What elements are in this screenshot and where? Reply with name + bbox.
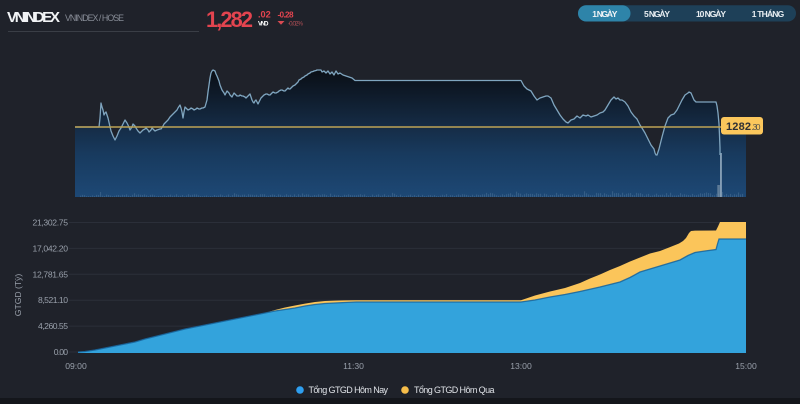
svg-text:5 NGÀY: 5 NGÀY <box>644 9 670 19</box>
svg-text:VNINDEX / HOSE: VNINDEX / HOSE <box>65 13 124 23</box>
svg-text:0.00: 0.00 <box>54 347 68 357</box>
svg-text:21,302.75: 21,302.75 <box>33 218 69 228</box>
svg-text:-0.28: -0.28 <box>278 11 294 20</box>
svg-text:GTGD (Tỳ): GTGD (Tỳ) <box>13 274 23 317</box>
svg-text:09:00: 09:00 <box>65 361 87 371</box>
svg-text:13:00: 13:00 <box>510 361 532 371</box>
svg-text:VNINDEX: VNINDEX <box>7 9 60 26</box>
svg-text:10 NGÀY: 10 NGÀY <box>696 9 726 19</box>
svg-text:8,521.10: 8,521.10 <box>38 295 68 305</box>
svg-text:11:30: 11:30 <box>343 361 364 371</box>
svg-text:12,781.65: 12,781.65 <box>33 269 69 279</box>
svg-text:1282: 1282 <box>726 121 751 133</box>
svg-text:Tổng GTGD Hôm Qua: Tổng GTGD Hôm Qua <box>414 385 495 395</box>
svg-text:VND: VND <box>258 20 269 27</box>
svg-text:Tổng GTGD Hôm Nay: Tổng GTGD Hôm Nay <box>309 385 389 395</box>
svg-text:-0.02%: -0.02% <box>288 20 303 27</box>
svg-text:1 THÁNG: 1 THÁNG <box>752 9 785 19</box>
svg-text:17,042.20: 17,042.20 <box>33 243 69 253</box>
svg-text:15:00: 15:00 <box>735 361 757 371</box>
svg-text:1 NGÀY: 1 NGÀY <box>592 9 618 19</box>
svg-text:1,282: 1,282 <box>206 7 253 32</box>
svg-text:4,260.55: 4,260.55 <box>38 321 68 331</box>
svg-text:.30: .30 <box>752 122 761 132</box>
svg-text:.02: .02 <box>258 10 271 20</box>
